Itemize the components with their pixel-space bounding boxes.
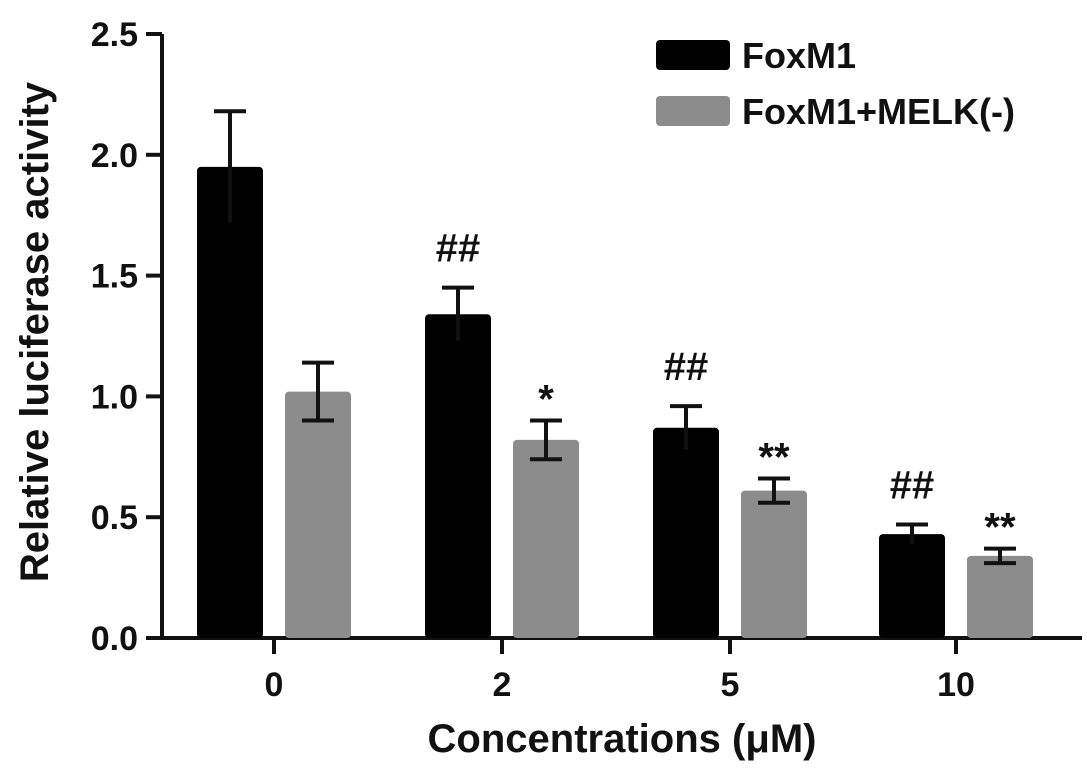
bar-foxm1-melk <box>741 490 807 638</box>
x-axis-title: Concentrations (μM) <box>428 717 817 761</box>
legend-label-foxm1-melk: FoxM1+MELK(-) <box>742 91 1015 132</box>
bar-foxm1-melk <box>285 391 351 638</box>
y-tick-label: 0.0 <box>91 620 138 658</box>
x-tick-label: 5 <box>721 666 740 704</box>
y-tick-label: 1.0 <box>91 378 138 416</box>
significance-label: * <box>538 378 554 422</box>
x-tick-label: 10 <box>937 666 975 704</box>
significance-label: ** <box>984 506 1016 550</box>
y-axis-title: Relative luciferase activity <box>13 81 57 582</box>
bar-foxm1 <box>653 427 719 638</box>
plot-area: 0.0 0.5 1.0 1.5 2.0 2.5 0 2 ## * 5 ## ** 10 ## ** <box>91 16 1082 704</box>
legend: FoxM1 FoxM1+MELK(-) <box>656 35 1015 132</box>
x-tick-label: 2 <box>493 666 512 704</box>
bar-foxm1 <box>197 166 263 638</box>
significance-label: ## <box>664 345 709 389</box>
significance-label: ## <box>890 463 935 507</box>
y-tick-label: 1.5 <box>91 258 138 296</box>
legend-swatch-foxm1-melk <box>656 96 730 126</box>
y-tick-label: 2.0 <box>91 137 138 175</box>
legend-swatch-foxm1 <box>656 40 730 70</box>
x-tick-label: 0 <box>265 666 284 704</box>
y-tick-label: 2.5 <box>91 16 138 54</box>
y-tick-label: 0.5 <box>91 499 138 537</box>
bar-foxm1-melk <box>513 439 579 638</box>
bar-foxm1 <box>425 314 491 638</box>
legend-label-foxm1: FoxM1 <box>742 35 856 76</box>
significance-label: ** <box>758 436 790 480</box>
bar-foxm1-melk <box>967 555 1033 638</box>
bar-foxm1 <box>879 534 945 638</box>
significance-label: ## <box>436 227 481 271</box>
